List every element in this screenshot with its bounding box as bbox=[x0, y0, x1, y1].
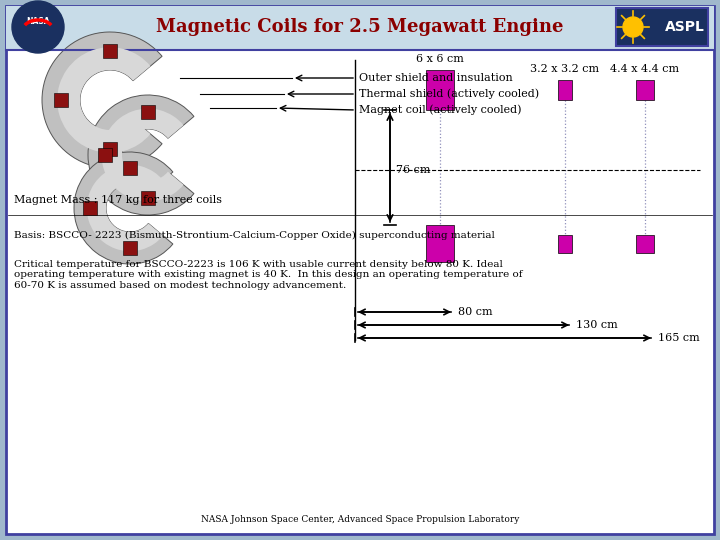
Text: Magnet Mass : 117 kg for three coils: Magnet Mass : 117 kg for three coils bbox=[14, 195, 222, 205]
Text: Outer shield and insulation: Outer shield and insulation bbox=[359, 73, 513, 83]
Bar bbox=[123, 241, 137, 255]
Text: Basis: BSCCO- 2223 (Bismuth-Strontium-Calcium-Copper Oxide) superconducting mate: Basis: BSCCO- 2223 (Bismuth-Strontium-Ca… bbox=[14, 231, 495, 240]
Bar bbox=[83, 201, 97, 215]
Wedge shape bbox=[88, 95, 194, 215]
Bar bbox=[636, 80, 654, 100]
Bar bbox=[123, 161, 137, 175]
Bar bbox=[558, 235, 572, 253]
Text: Thermal shield (actively cooled): Thermal shield (actively cooled) bbox=[359, 89, 539, 99]
Text: 6 x 6 cm: 6 x 6 cm bbox=[416, 54, 464, 64]
Text: NASA: NASA bbox=[26, 17, 50, 25]
Bar bbox=[616, 8, 708, 46]
Bar bbox=[141, 105, 155, 119]
Circle shape bbox=[623, 17, 643, 37]
Wedge shape bbox=[74, 152, 173, 264]
Text: 76 cm: 76 cm bbox=[396, 165, 431, 175]
Wedge shape bbox=[102, 109, 184, 201]
Bar bbox=[98, 148, 112, 162]
Text: Magnetic Coils for 2.5 Megawatt Engine: Magnetic Coils for 2.5 Megawatt Engine bbox=[156, 18, 564, 36]
Text: NASA Johnson Space Center, Advanced Space Propulsion Laboratory: NASA Johnson Space Center, Advanced Spac… bbox=[201, 516, 519, 524]
Text: Critical temperature for BSCCO-2223 is 106 K with usable current density below 8: Critical temperature for BSCCO-2223 is 1… bbox=[14, 260, 523, 290]
Wedge shape bbox=[42, 32, 162, 168]
Bar bbox=[103, 44, 117, 58]
Text: Magnet coil (actively cooled): Magnet coil (actively cooled) bbox=[359, 105, 521, 115]
Text: 4.4 x 4.4 cm: 4.4 x 4.4 cm bbox=[611, 64, 680, 74]
Text: 3.2 x 3.2 cm: 3.2 x 3.2 cm bbox=[531, 64, 600, 74]
Text: 165 cm: 165 cm bbox=[658, 333, 700, 343]
Bar bbox=[141, 191, 155, 205]
Bar bbox=[636, 235, 654, 253]
Bar bbox=[6, 6, 714, 50]
Text: 80 cm: 80 cm bbox=[458, 307, 492, 317]
Bar bbox=[54, 93, 68, 107]
Bar bbox=[558, 80, 572, 100]
Bar bbox=[103, 142, 117, 156]
Circle shape bbox=[12, 1, 64, 53]
Wedge shape bbox=[87, 165, 163, 251]
Text: 130 cm: 130 cm bbox=[576, 320, 618, 330]
Bar bbox=[426, 225, 454, 262]
Bar bbox=[426, 70, 454, 110]
Text: ASPL: ASPL bbox=[665, 20, 705, 34]
Wedge shape bbox=[57, 47, 150, 153]
